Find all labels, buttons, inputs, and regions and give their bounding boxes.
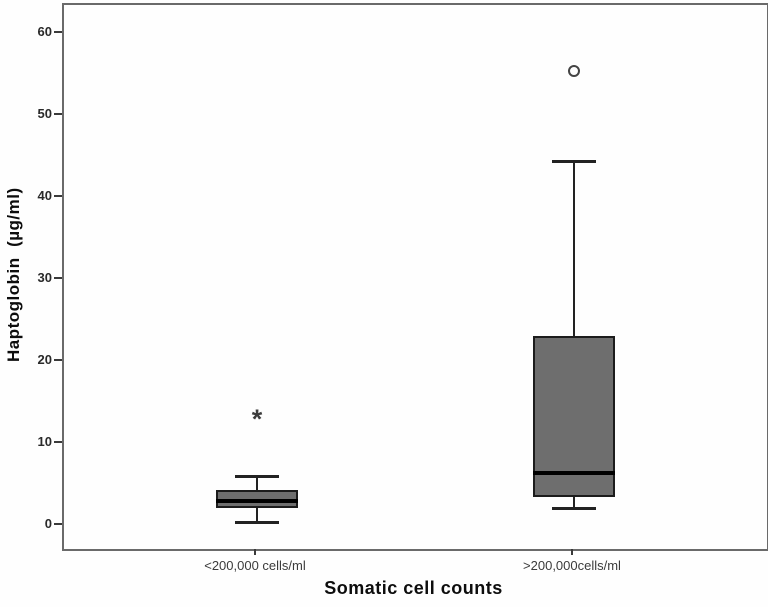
lower-whisker-cap [552, 506, 596, 510]
x-axis-tick-mark [254, 549, 256, 555]
iqr-box [533, 335, 615, 498]
iqr-box [216, 489, 298, 508]
upper-whisker-cap [552, 159, 596, 163]
y-axis-tick-label: 10 [37, 433, 52, 449]
y-axis-tick-mark [54, 440, 62, 443]
y-axis-tick-mark [54, 523, 62, 526]
plot-area: * [62, 3, 768, 551]
median-line [533, 470, 615, 475]
y-axis-tick-mark [54, 194, 62, 197]
y-axis-tick-label: 40 [37, 187, 52, 203]
outlier-asterisk-marker: * [251, 403, 263, 434]
y-axis-tick-label: 50 [37, 105, 52, 121]
y-axis-tick-label: 0 [44, 516, 52, 532]
upper-whisker-cap [235, 474, 279, 478]
outlier-circle-marker [568, 64, 580, 77]
y-axis-tick-label: 20 [37, 351, 52, 367]
y-axis-tick-mark [54, 112, 62, 115]
x-axis-tick-mark [571, 549, 573, 555]
y-axis-tick-label: 60 [37, 23, 52, 39]
y-axis-tick-mark [54, 276, 62, 279]
median-line [216, 499, 298, 504]
y-axis-tick-mark [54, 30, 62, 33]
upper-whisker-line [256, 475, 258, 490]
lower-whisker-line [573, 497, 575, 508]
x-axis-title: Somatic cell counts [324, 578, 503, 598]
category-tick-label: >200,000cells/ml [523, 558, 621, 573]
lower-whisker-cap [235, 520, 279, 524]
y-axis-tick-label: 30 [37, 269, 52, 285]
lower-whisker-line [256, 507, 258, 522]
y-axis-tick-mark [54, 358, 62, 361]
category-tick-label: <200,000 cells/ml [204, 558, 306, 573]
upper-whisker-line [573, 160, 575, 336]
